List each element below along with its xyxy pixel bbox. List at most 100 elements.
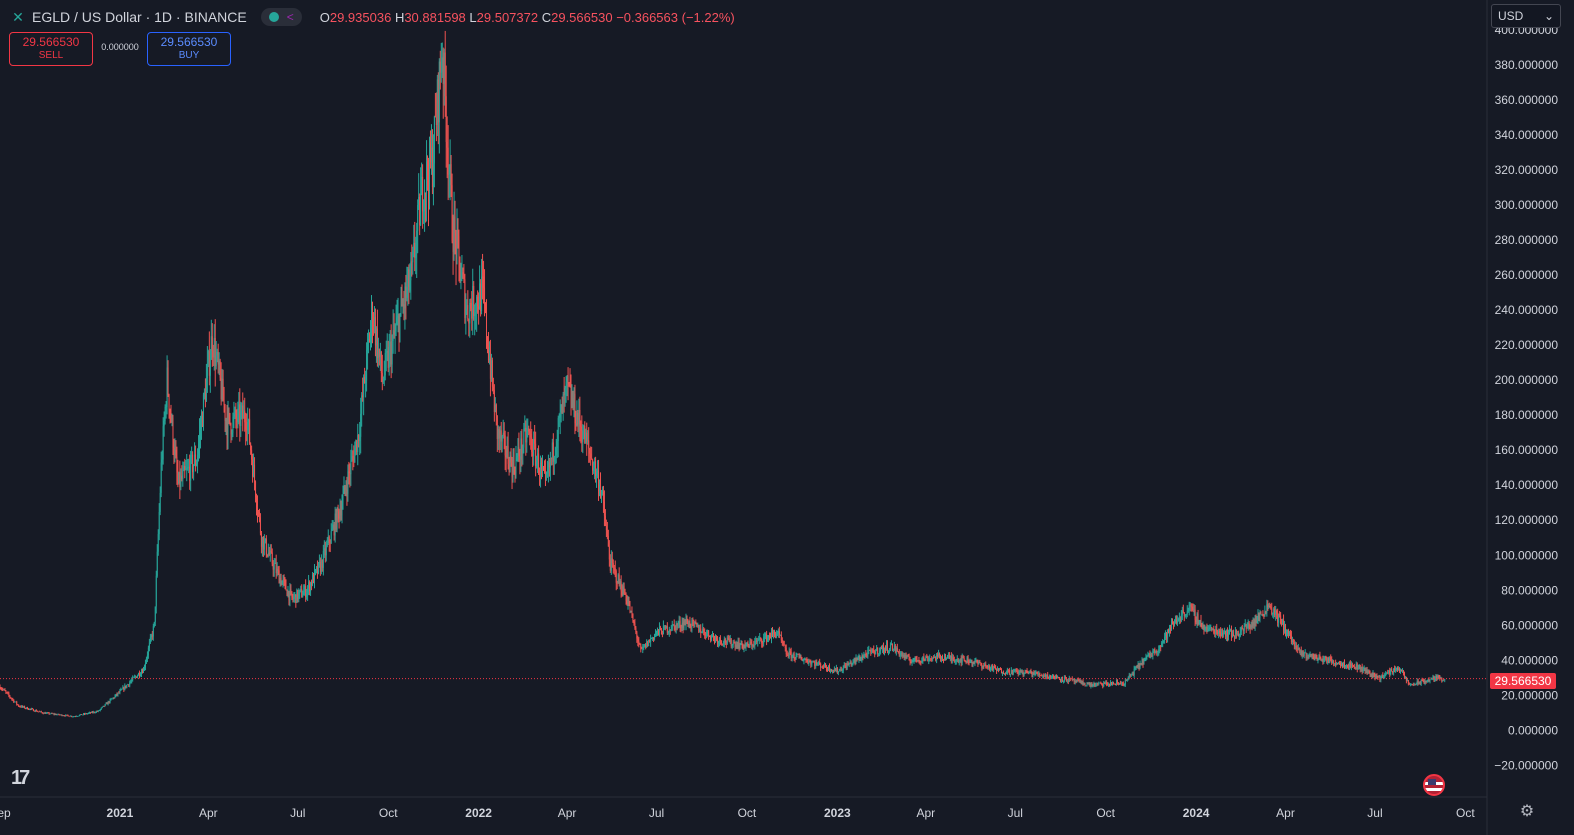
- candle-body: [1125, 680, 1127, 682]
- candle-body: [207, 351, 209, 364]
- candle-body: [726, 637, 728, 644]
- candle-body: [1093, 682, 1095, 685]
- x-tick-label: Oct: [379, 806, 398, 820]
- candle-body: [782, 641, 784, 645]
- candle-body: [1103, 683, 1105, 687]
- candle-body: [1045, 675, 1047, 677]
- ohlc-values: O29.935036 H30.881598 L29.507372 C29.566…: [320, 10, 735, 25]
- candle-body: [78, 715, 80, 717]
- candle-body: [18, 704, 20, 707]
- candle-body: [43, 712, 45, 714]
- price-axis[interactable]: 400.000000380.000000360.000000340.000000…: [1494, 23, 1558, 773]
- candle-body: [899, 653, 901, 656]
- candle-body: [276, 569, 278, 574]
- candle-body: [430, 147, 432, 163]
- candle-body: [1128, 675, 1130, 678]
- candle-body: [496, 415, 498, 439]
- candle-body: [260, 533, 262, 547]
- candle-body: [1293, 641, 1295, 647]
- candle-body: [1338, 662, 1340, 665]
- candle-body: [342, 493, 344, 506]
- candle-body: [580, 426, 582, 431]
- candle-body: [170, 412, 172, 422]
- candle-body: [306, 593, 308, 598]
- candle-body: [1192, 606, 1194, 610]
- candle-body: [954, 660, 956, 662]
- candle-body: [510, 455, 512, 463]
- candle-body: [789, 651, 791, 652]
- candle-body: [1435, 676, 1437, 679]
- candle-body: [1098, 682, 1100, 684]
- candle-body: [785, 647, 787, 655]
- candle-body: [406, 286, 408, 298]
- candle-body: [550, 458, 552, 459]
- candle-body: [1306, 657, 1308, 658]
- candle-body: [392, 330, 394, 342]
- candle-body: [523, 428, 525, 448]
- candle-body: [356, 440, 358, 453]
- candle-body: [1168, 629, 1170, 634]
- candle-body: [437, 79, 439, 123]
- candle-body: [3, 689, 5, 691]
- candle-body: [568, 382, 570, 385]
- candle-body: [1043, 675, 1045, 677]
- buy-button[interactable]: 29.566530 BUY: [147, 32, 231, 66]
- candle-body: [735, 644, 737, 648]
- candle-body: [600, 484, 602, 493]
- candle-body: [1249, 628, 1251, 629]
- candle-body: [84, 713, 86, 715]
- candle-body: [1424, 680, 1426, 684]
- candle-body: [349, 473, 351, 475]
- candle-body: [1413, 683, 1415, 685]
- share-icon[interactable]: <: [286, 10, 294, 24]
- candle-body: [809, 660, 811, 662]
- candle-body: [779, 635, 781, 636]
- y-tick-label: 300.000000: [1495, 198, 1559, 212]
- candle-body: [675, 623, 677, 631]
- candle-body: [1343, 662, 1345, 667]
- x-tick-label: Jul: [649, 806, 664, 820]
- market-status-icon[interactable]: [268, 12, 279, 22]
- candle-body: [49, 713, 51, 715]
- candle-body: [377, 348, 379, 359]
- symbol-title[interactable]: EGLD / US Dollar · 1D · BINANCE: [32, 9, 247, 25]
- candle-body: [483, 276, 485, 288]
- candle-body: [474, 313, 476, 317]
- candle-body: [162, 426, 164, 460]
- candle-body: [1316, 656, 1318, 660]
- candle-body: [600, 492, 602, 494]
- candle-body: [1243, 625, 1245, 631]
- candle-body: [1444, 679, 1446, 681]
- indicator-pills[interactable]: <: [260, 8, 302, 26]
- tradingview-logo-icon[interactable]: 17: [11, 767, 30, 789]
- candle-body: [1403, 672, 1405, 678]
- y-tick-label: 40.000000: [1501, 653, 1558, 667]
- sell-button[interactable]: 29.566530 SELL: [9, 32, 93, 66]
- candle-body: [278, 570, 280, 584]
- candle-body: [887, 650, 889, 652]
- candle-body: [212, 350, 214, 358]
- candle-body: [687, 622, 689, 627]
- candle-body: [810, 661, 812, 665]
- gear-icon[interactable]: ⚙: [1519, 803, 1535, 820]
- candle-body: [728, 638, 730, 642]
- candle-body: [449, 164, 451, 175]
- candle-body: [648, 639, 650, 647]
- currency-select[interactable]: USD ⌄: [1491, 4, 1561, 28]
- candle-body: [390, 341, 392, 365]
- candle-body: [1318, 655, 1320, 659]
- candle-body: [85, 713, 87, 715]
- candle-body: [1096, 683, 1098, 685]
- candle-body: [373, 317, 375, 327]
- candle-body: [156, 551, 158, 576]
- candle-body: [270, 550, 272, 553]
- candle-body: [225, 419, 227, 422]
- candle-body: [968, 662, 970, 663]
- candle-body: [376, 328, 378, 359]
- candle-body: [952, 657, 954, 660]
- time-axis[interactable]: Sep2021AprJulOct2022AprJulOct2023AprJulO…: [0, 806, 1475, 820]
- us-flag-icon[interactable]: [1423, 774, 1445, 796]
- candle-body: [870, 650, 872, 653]
